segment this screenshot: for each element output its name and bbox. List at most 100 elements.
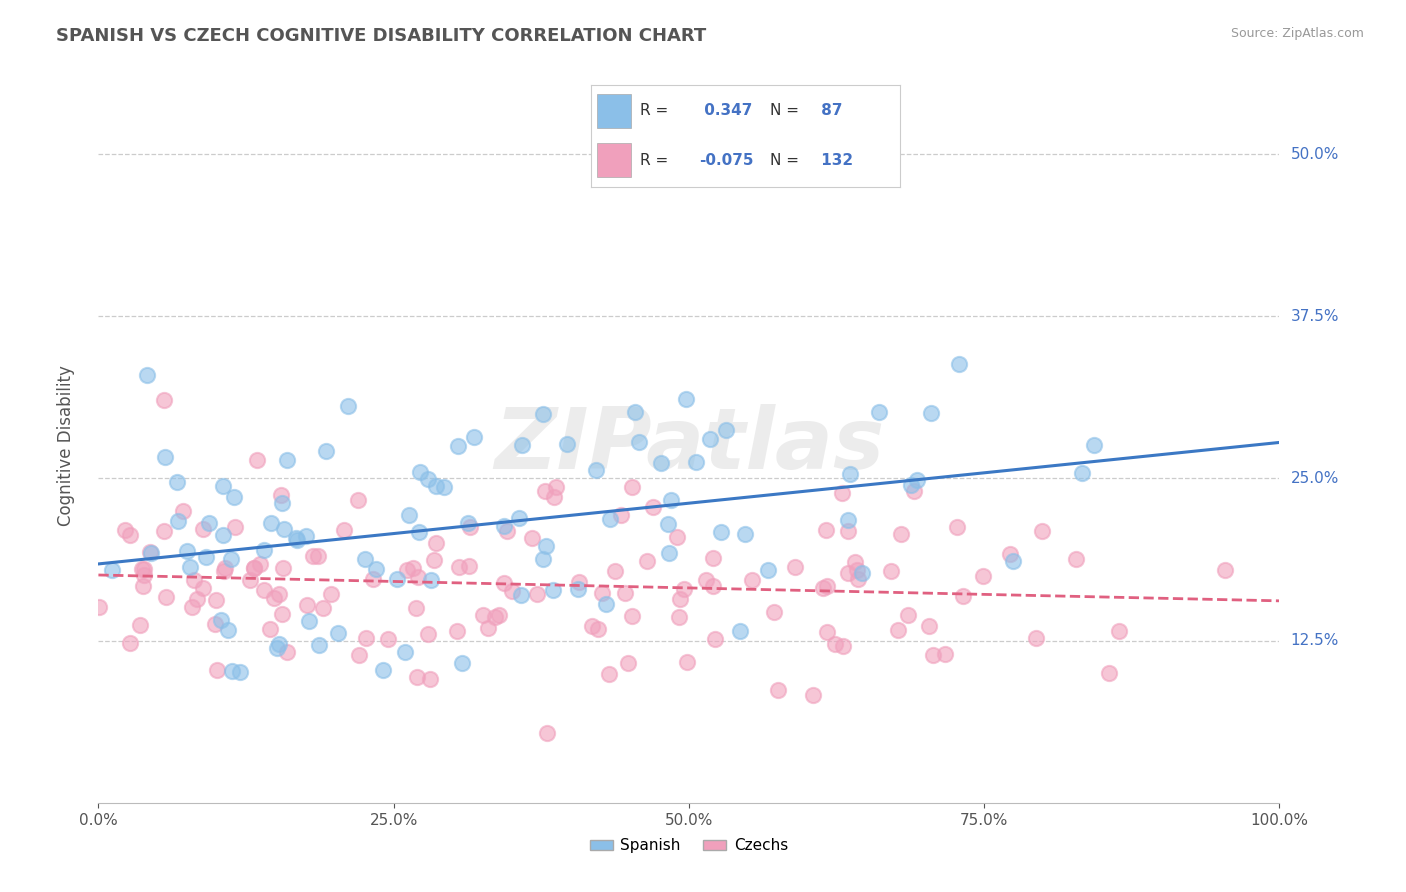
- Text: 50.0%: 50.0%: [1291, 146, 1339, 161]
- Point: [457, 516, 479, 530]
- Point: [263, 591, 285, 606]
- Point: [132, 579, 155, 593]
- Point: [641, 500, 664, 514]
- Point: [139, 546, 162, 560]
- Text: 37.5%: 37.5%: [1291, 309, 1339, 324]
- Point: [242, 561, 264, 575]
- Point: [685, 455, 707, 469]
- Point: [398, 508, 420, 522]
- Point: [172, 504, 194, 518]
- Point: [844, 556, 866, 570]
- Point: [603, 564, 626, 578]
- Point: [1031, 524, 1053, 538]
- Point: [385, 572, 408, 586]
- Point: [285, 533, 308, 547]
- FancyBboxPatch shape: [596, 144, 631, 177]
- Point: [815, 579, 838, 593]
- Point: [139, 545, 162, 559]
- Point: [952, 589, 974, 603]
- Point: [221, 664, 243, 678]
- Point: [195, 550, 218, 565]
- Point: [831, 639, 853, 653]
- Legend: Spanish, Czechs: Spanish, Czechs: [583, 832, 794, 859]
- Point: [301, 549, 323, 563]
- Point: [510, 438, 533, 452]
- Point: [153, 392, 176, 407]
- Point: [229, 665, 252, 680]
- Point: [763, 605, 786, 619]
- Point: [531, 407, 554, 421]
- Point: [212, 565, 235, 579]
- Point: [186, 592, 208, 607]
- Text: R =: R =: [640, 153, 668, 168]
- Point: [851, 566, 873, 581]
- Point: [166, 514, 188, 528]
- Point: [181, 600, 204, 615]
- Point: [420, 573, 443, 587]
- Point: [546, 479, 568, 493]
- Point: [890, 527, 912, 541]
- FancyBboxPatch shape: [596, 94, 631, 128]
- Point: [211, 528, 233, 542]
- Point: [897, 607, 920, 622]
- Point: [811, 581, 834, 595]
- Point: [425, 479, 447, 493]
- Point: [766, 682, 789, 697]
- Point: [837, 566, 859, 580]
- Point: [676, 655, 699, 669]
- Point: [270, 488, 292, 502]
- Point: [451, 656, 474, 670]
- Point: [838, 467, 860, 481]
- Point: [636, 554, 658, 568]
- Point: [624, 405, 647, 419]
- Point: [328, 626, 350, 640]
- Point: [249, 558, 271, 572]
- Point: [703, 632, 725, 646]
- Point: [846, 563, 869, 577]
- Point: [217, 623, 239, 637]
- Point: [239, 573, 262, 587]
- Point: [945, 520, 967, 534]
- Point: [276, 453, 298, 467]
- Point: [224, 520, 246, 534]
- Point: [591, 586, 613, 600]
- Point: [315, 444, 337, 458]
- Point: [659, 492, 682, 507]
- Text: R =: R =: [640, 103, 668, 119]
- Point: [920, 406, 942, 420]
- Point: [595, 597, 617, 611]
- Point: [447, 560, 470, 574]
- Point: [555, 436, 578, 450]
- Point: [354, 631, 377, 645]
- Point: [458, 520, 481, 534]
- Point: [598, 666, 620, 681]
- Point: [709, 525, 731, 540]
- Point: [880, 564, 903, 578]
- Point: [402, 561, 425, 575]
- Point: [695, 573, 717, 587]
- Point: [371, 663, 394, 677]
- Point: [246, 453, 269, 467]
- Point: [295, 598, 318, 612]
- Point: [672, 582, 695, 596]
- Text: Source: ZipAtlas.com: Source: ZipAtlas.com: [1230, 27, 1364, 40]
- Point: [447, 439, 470, 453]
- Point: [831, 485, 853, 500]
- Point: [361, 573, 384, 587]
- Point: [409, 465, 432, 479]
- Point: [699, 432, 721, 446]
- Point: [585, 463, 607, 477]
- Point: [253, 583, 276, 598]
- Point: [155, 450, 177, 465]
- Point: [347, 648, 370, 662]
- Point: [222, 490, 245, 504]
- Point: [463, 430, 485, 444]
- Point: [406, 670, 429, 684]
- Point: [900, 477, 922, 491]
- Point: [665, 531, 688, 545]
- Text: 87: 87: [817, 103, 842, 119]
- Point: [446, 624, 468, 638]
- Point: [354, 552, 377, 566]
- Point: [846, 572, 869, 586]
- Point: [621, 608, 644, 623]
